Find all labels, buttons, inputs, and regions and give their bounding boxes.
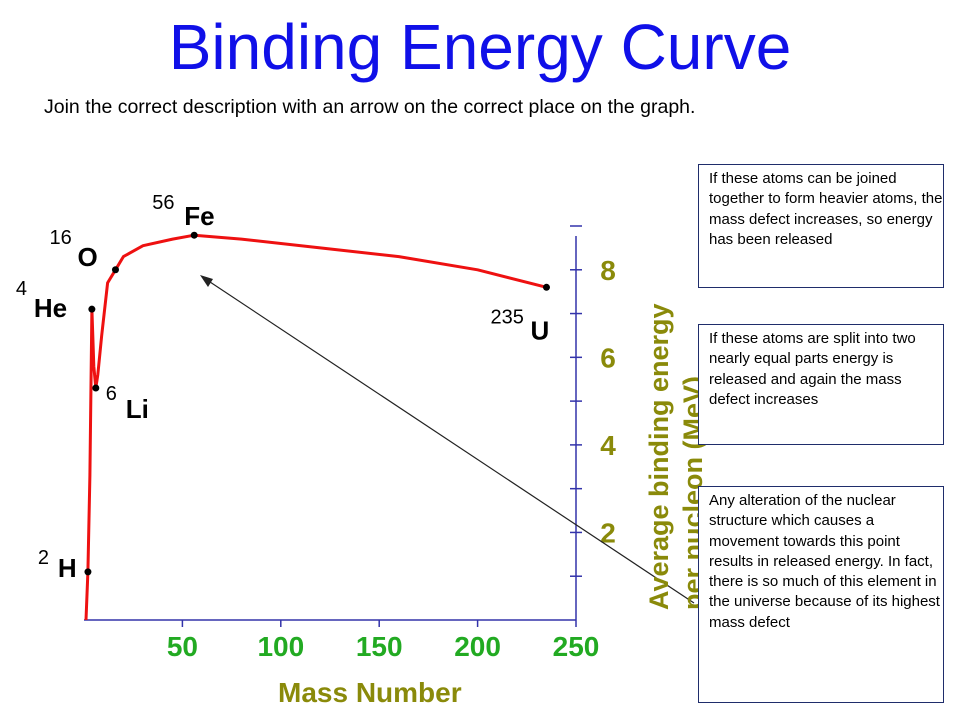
- isotope-point-he: [88, 305, 96, 313]
- isotope-point-u: [542, 283, 550, 291]
- isotope-point-li: [92, 384, 100, 392]
- isotope-mass-label: 2: [38, 547, 49, 569]
- isotope-mass-label: 56: [152, 192, 174, 214]
- description-box-fusion[interactable]: If these atoms can be joined together to…: [698, 164, 944, 288]
- isotope-element-label: O: [77, 242, 97, 272]
- instruction-text: Join the correct description with an arr…: [44, 96, 696, 118]
- x-tick-label: 150: [356, 631, 403, 662]
- isotope-mass-label: 16: [49, 227, 71, 249]
- x-axis-label: Mass Number: [278, 677, 462, 708]
- isotope-mass-label: 6: [106, 383, 117, 405]
- isotope-point-fe: [190, 231, 198, 239]
- answer-arrow-head: [200, 275, 213, 287]
- x-tick-label: 200: [454, 631, 501, 662]
- isotope-element-label: H: [58, 553, 77, 583]
- isotope-mass-label: 235: [490, 306, 523, 328]
- y-tick-label: 2: [600, 517, 616, 548]
- page-title: Binding Energy Curve: [168, 11, 792, 83]
- y-axis-label-line-1: Average binding energy: [644, 303, 674, 610]
- isotope-element-label: He: [34, 293, 67, 323]
- y-tick-label: 8: [600, 255, 616, 286]
- y-tick-label: 4: [600, 430, 616, 461]
- isotope-element-label: U: [530, 315, 549, 345]
- y-tick-label: 6: [600, 342, 616, 373]
- x-tick-label: 50: [167, 631, 198, 662]
- isotope-point-h: [84, 568, 92, 576]
- isotope-mass-label: 4: [16, 278, 27, 300]
- description-box-iron-peak[interactable]: Any alteration of the nuclear structure …: [698, 486, 944, 703]
- isotope-element-label: Fe: [184, 201, 214, 231]
- description-box-fission[interactable]: If these atoms are split into two nearly…: [698, 324, 944, 445]
- binding-energy-curve: [84, 233, 547, 621]
- answer-arrow[interactable]: [203, 277, 695, 604]
- chart-curve-layer: [84, 233, 547, 621]
- isotope-point-o: [111, 266, 119, 274]
- chart-axis-layer: 50 100 150 200 250 2 4 6 8: [84, 225, 616, 662]
- x-tick-label: 250: [553, 631, 600, 662]
- chart-label-layer: 2 H 4 He 6 Li 16 O 56 Fe 235 U: [16, 192, 550, 583]
- isotope-element-label: Li: [126, 394, 149, 424]
- x-tick-label: 100: [257, 631, 304, 662]
